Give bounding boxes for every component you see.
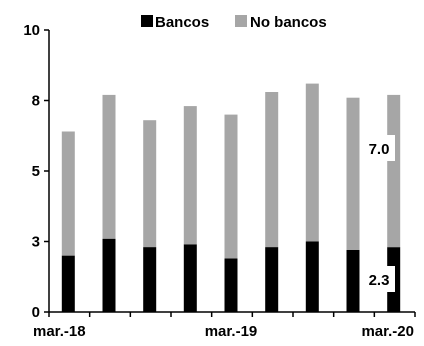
bar-no-bancos-5 — [265, 92, 279, 248]
data-label-box-no-bancos — [363, 135, 395, 161]
x-tick-label-8: mar.-20 — [361, 323, 414, 340]
bar-no-bancos-4 — [224, 114, 238, 259]
annotations-layer: 7.0 2.3 — [363, 135, 395, 292]
data-label-box-bancos — [363, 266, 395, 292]
x-axis-ticks: mar.-18 mar.-19 mar.-20 — [33, 312, 416, 340]
y-tick-label-4: 10 — [23, 22, 40, 39]
bar-no-bancos-0 — [61, 131, 75, 256]
bars-layer — [61, 83, 401, 312]
y-axis-ticks: 0 3 5 8 10 — [23, 22, 49, 321]
bar-bancos-2 — [143, 247, 157, 312]
bar-bancos-0 — [61, 255, 75, 312]
y-tick-label-0: 0 — [32, 304, 40, 321]
bar-no-bancos-7 — [346, 97, 360, 250]
y-tick-label-1: 3 — [32, 234, 40, 251]
bar-bancos-7 — [346, 250, 360, 312]
bar-bancos-4 — [224, 258, 238, 312]
bar-no-bancos-1 — [102, 94, 116, 239]
bar-bancos-5 — [265, 247, 279, 312]
legend-swatch-no-bancos — [235, 15, 247, 27]
legend: Bancos No bancos — [141, 14, 327, 31]
x-tick-label-4: mar.-19 — [205, 323, 258, 340]
bar-no-bancos-2 — [143, 120, 157, 248]
bar-no-bancos-8 — [387, 94, 401, 248]
bar-bancos-6 — [305, 241, 319, 312]
bar-no-bancos-6 — [305, 83, 319, 242]
legend-swatch-bancos — [141, 15, 153, 27]
bar-no-bancos-3 — [183, 106, 197, 245]
data-label-no-bancos-last: 7.0 — [369, 141, 390, 158]
y-tick-label-2: 5 — [32, 163, 40, 180]
bar-bancos-1 — [102, 238, 116, 312]
y-tick-label-3: 8 — [32, 93, 40, 110]
legend-label-no-bancos: No bancos — [250, 14, 327, 31]
x-tick-label-0: mar.-18 — [33, 323, 86, 340]
bar-bancos-3 — [183, 244, 197, 312]
legend-label-bancos: Bancos — [155, 14, 209, 31]
data-label-bancos-last: 2.3 — [369, 272, 390, 289]
